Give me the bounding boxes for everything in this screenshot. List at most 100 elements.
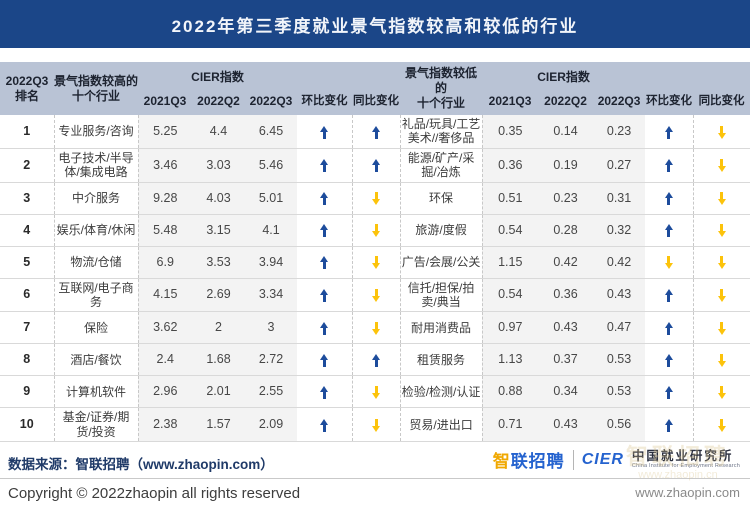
up-arrow-icon: [320, 192, 329, 206]
cier-2022q3-cell: 3.34: [245, 278, 298, 312]
cier-2021q3-cell: 4.15: [138, 278, 192, 312]
cier-2022q2-cell: 0.42: [538, 246, 594, 279]
industry-index-table: 2022Q3 排名 景气指数较高的 十个行业 CIER指数 环比变化 同比变化 …: [0, 62, 750, 443]
col-header-rank: 2022Q3 排名: [0, 62, 54, 115]
cier-2021q3-cell: 5.48: [138, 214, 192, 247]
cier-2022q2-cell: 3.03: [192, 148, 245, 183]
cier-2022q2-cell: 4.4: [192, 115, 245, 149]
yoy-change-cell: [352, 375, 401, 408]
cier-2022q3-cell: 0.53: [593, 375, 646, 408]
down-arrow-icon: [664, 256, 673, 270]
down-arrow-icon: [372, 289, 381, 303]
cier-2021q3-cell: 0.97: [482, 311, 539, 344]
cier-2022q2-cell: 2.69: [192, 278, 245, 312]
institute-name-en: China Institute for Employment Research: [631, 463, 740, 470]
table-row: 3 中介服务 9.28 4.03 5.01 环保 0.51 0.23 0.31: [0, 182, 750, 215]
down-arrow-icon: [372, 224, 381, 238]
table-row: 4 娱乐/体育/休闲 5.48 3.15 4.1 旅游/度假 0.54 0.28 0.32: [0, 214, 750, 247]
down-arrow-icon: [717, 353, 726, 367]
down-arrow-icon: [717, 159, 726, 173]
mom-change-cell: [645, 375, 694, 408]
page-footer: 数据来源：智联招聘（www.zhaopin.com） 智联招聘 www.zhao…: [0, 444, 750, 502]
yoy-change-cell: [693, 148, 750, 182]
low-industry-cell: 礼品/玩具/工艺美术//奢侈品: [400, 115, 483, 149]
up-arrow-icon: [320, 418, 329, 432]
cier-2022q3-cell: 3: [245, 311, 298, 344]
cier-logo: CIER: [581, 450, 624, 468]
mom-change-cell: [297, 407, 353, 442]
website-url: www.zhaopin.com: [635, 485, 740, 501]
col-header-2022q2-left: 2022Q2: [192, 88, 245, 115]
mom-change-cell: [645, 148, 694, 183]
col-header-high-industries: 景气指数较高的 十个行业: [54, 62, 138, 115]
up-arrow-icon: [664, 418, 673, 432]
up-arrow-icon: [664, 125, 673, 139]
cier-2022q3-cell: 0.31: [593, 182, 646, 215]
down-arrow-icon: [717, 418, 726, 432]
yoy-change-cell: [693, 312, 750, 344]
cier-2022q3-cell: 2.72: [245, 343, 298, 376]
yoy-change-cell: [352, 246, 401, 279]
rank-cell: 4: [0, 214, 55, 247]
table-row: 1 专业服务/咨询 5.25 4.4 6.45 礼品/玩具/工艺美术//奢侈品 0.35 0.…: [0, 115, 750, 149]
cier-2021q3-cell: 0.54: [482, 278, 539, 312]
yoy-change-cell: [693, 408, 750, 442]
yoy-change-cell: [352, 148, 401, 183]
mom-change-cell: [297, 182, 353, 215]
yoy-change-cell: [693, 115, 750, 148]
cier-2022q3-cell: 3.94: [245, 246, 298, 279]
col-header-cier-right: CIER指数: [482, 62, 646, 88]
cier-2021q3-cell: 0.54: [482, 214, 539, 247]
cier-2022q3-cell: 0.23: [593, 115, 646, 149]
cier-2022q3-cell: 5.46: [245, 148, 298, 183]
cier-2022q2-cell: 1.57: [192, 407, 245, 442]
cier-2022q2-cell: 0.34: [538, 375, 594, 408]
logo-area: 智联招聘 CIER 中国就业研究所 China Institute for Em…: [493, 447, 740, 472]
cier-2022q2-cell: 0.36: [538, 278, 594, 312]
cier-2021q3-cell: 2.96: [138, 375, 192, 408]
col-header-mom-left: 环比变化: [297, 62, 353, 115]
low-industry-cell: 广告/会展/公关: [400, 246, 483, 279]
high-industry-cell: 娱乐/体育/休闲: [54, 214, 139, 247]
yoy-change-cell: [693, 246, 750, 278]
high-industry-cell: 中介服务: [54, 182, 139, 215]
table-body: 1 专业服务/咨询 5.25 4.4 6.45 礼品/玩具/工艺美术//奢侈品 0.35 0.…: [0, 115, 750, 442]
rank-cell: 8: [0, 343, 55, 376]
rank-cell: 6: [0, 278, 55, 312]
high-industry-cell: 互联网/电子商务: [54, 278, 139, 312]
yoy-change-cell: [352, 182, 401, 215]
high-industry-cell: 专业服务/咨询: [54, 115, 139, 149]
cier-2022q2-cell: 0.28: [538, 214, 594, 247]
yoy-change-cell: [352, 343, 401, 376]
up-arrow-icon: [664, 321, 673, 335]
cier-2021q3-cell: 9.28: [138, 182, 192, 215]
mom-change-cell: [645, 407, 694, 442]
data-source: 数据来源：智联招聘（www.zhaopin.com）: [8, 457, 274, 473]
cier-2021q3-cell: 1.13: [482, 343, 539, 376]
col-header-2021q3-left: 2021Q3: [138, 88, 192, 115]
institute-name: 中国就业研究所: [631, 448, 734, 463]
cier-2022q3-cell: 0.27: [593, 148, 646, 183]
up-arrow-icon: [320, 256, 329, 270]
cier-2022q2-cell: 3.53: [192, 246, 245, 279]
low-industry-cell: 信托/担保/拍卖/典当: [400, 278, 483, 312]
down-arrow-icon: [372, 418, 381, 432]
yoy-change-cell: [693, 182, 750, 214]
cier-2022q2-cell: 2.01: [192, 375, 245, 408]
up-arrow-icon: [664, 289, 673, 303]
cier-2022q2-cell: 0.19: [538, 148, 594, 183]
cier-2021q3-cell: 2.4: [138, 343, 192, 376]
zhaopin-logo: 智联招聘: [492, 452, 565, 472]
down-arrow-icon: [717, 256, 726, 270]
rank-cell: 10: [0, 407, 55, 442]
col-header-2022q3-right: 2022Q3: [593, 88, 646, 115]
low-industry-cell: 旅游/度假: [400, 214, 483, 247]
rank-cell: 2: [0, 148, 55, 183]
cier-2021q3-cell: 3.62: [138, 311, 192, 344]
high-industry-cell: 物流/仓储: [54, 246, 139, 279]
yoy-change-cell: [352, 278, 401, 312]
mom-change-cell: [297, 214, 353, 247]
table-row: 9 计算机软件 2.96 2.01 2.55 检验/检测/认证 0.88 0.34 0.53: [0, 375, 750, 408]
low-industry-cell: 租赁服务: [400, 343, 483, 376]
cier-2022q3-cell: 0.32: [593, 214, 646, 247]
